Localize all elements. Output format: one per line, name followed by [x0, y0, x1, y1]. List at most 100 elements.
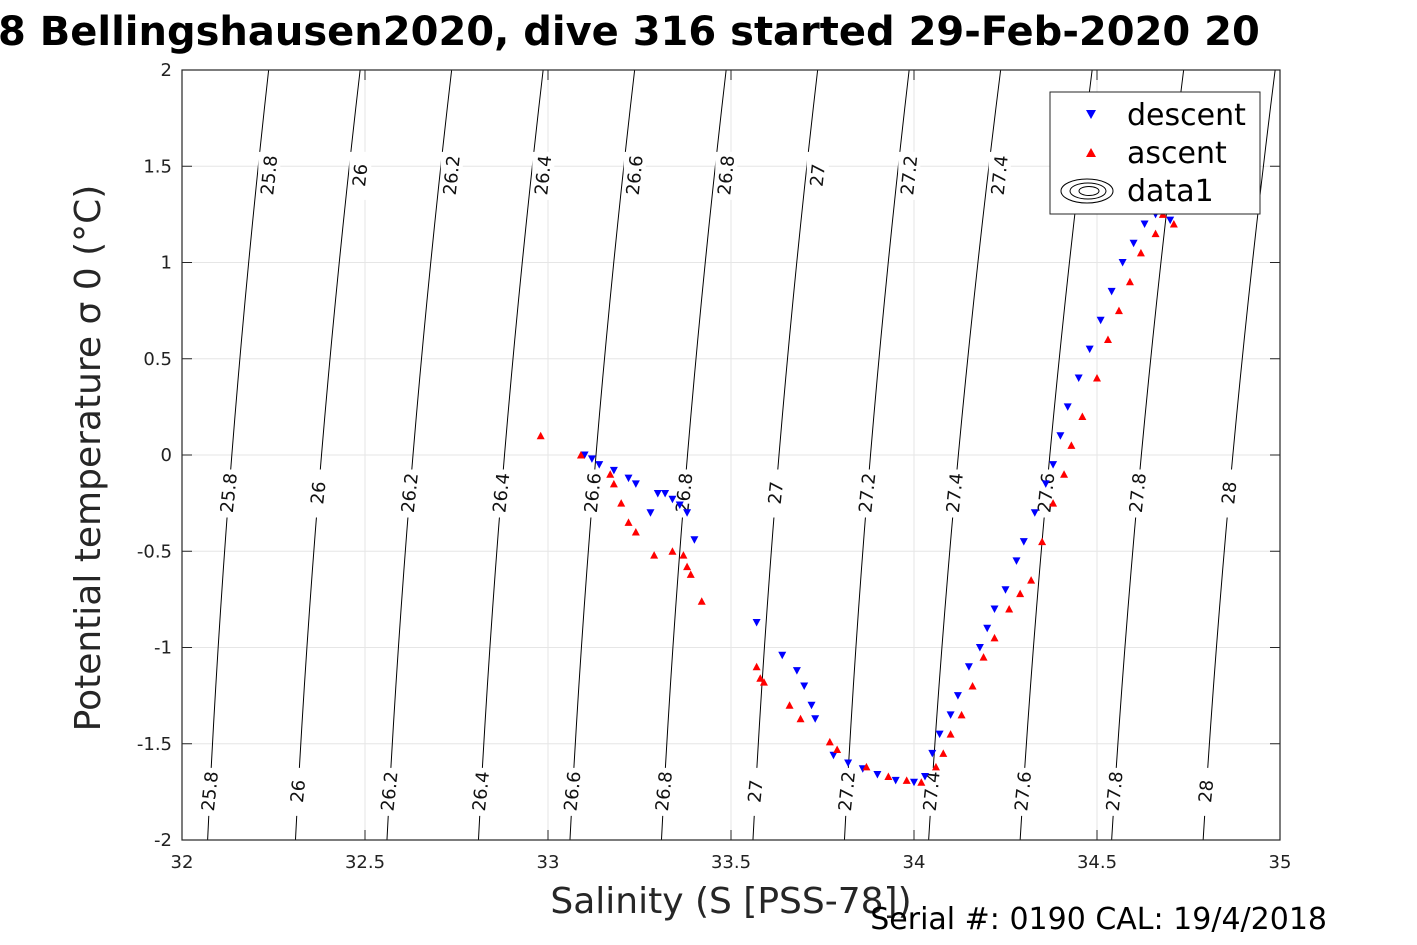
- isopycnal-line: [386, 69, 453, 841]
- ascent-point: [686, 570, 695, 578]
- contour-label-bg: [440, 151, 463, 200]
- contour-label: 26.8: [714, 154, 739, 196]
- contour-label: 27.4: [988, 154, 1013, 196]
- ascent-point: [1038, 537, 1047, 546]
- x-tick-label: 32: [171, 852, 194, 873]
- descent-point: [807, 701, 816, 710]
- ascent-point: [1078, 412, 1087, 420]
- contour-label: 27.2: [897, 154, 922, 196]
- contour-label-bg: [988, 151, 1011, 200]
- descent-point: [580, 451, 589, 459]
- descent-point: [1129, 239, 1138, 248]
- contour-label: 27.4: [943, 472, 968, 514]
- descent-point: [646, 509, 655, 517]
- y-tick-label: -0.5: [137, 541, 172, 562]
- ascent-point: [1027, 576, 1036, 584]
- ascent-point: [946, 730, 955, 738]
- contour-label-bg: [1103, 767, 1126, 816]
- contour-label-bg: [378, 767, 401, 816]
- ascent-point: [759, 678, 768, 686]
- ascent-point: [917, 778, 926, 786]
- descent-point: [653, 490, 662, 498]
- contour-label: 27.8: [1103, 770, 1128, 812]
- descent-point: [1074, 374, 1083, 382]
- descent-point: [873, 771, 882, 779]
- ascent-point: [576, 451, 585, 459]
- descent-point: [1001, 586, 1010, 594]
- ascent-point: [1151, 229, 1160, 238]
- contour-label-bg: [764, 469, 787, 518]
- x-tick-label: 33.5: [711, 852, 751, 873]
- contour-label-bg: [836, 767, 859, 816]
- legend-ascent: ascent: [1127, 136, 1227, 171]
- ascent-point: [902, 776, 911, 784]
- ascent-point: [833, 745, 842, 754]
- ascent-marker-icon: [1086, 148, 1096, 157]
- descent-point: [946, 711, 955, 719]
- contour-label: 26: [349, 163, 372, 188]
- contour-label: 25.8: [198, 770, 223, 812]
- descent-point: [1096, 316, 1105, 325]
- ascent-point: [624, 518, 633, 526]
- y-axis-title: Potential temperature σ 0 (°C): [68, 185, 109, 732]
- x-axis-title: Salinity (S [PSS-78]): [550, 881, 911, 922]
- contour-label: 26.2: [398, 472, 423, 514]
- descent-point: [778, 651, 787, 660]
- contour-label: 28: [1195, 779, 1218, 804]
- isopycnal-line: [752, 69, 819, 841]
- legend-descent: descent: [1127, 98, 1246, 133]
- descent-point: [953, 692, 962, 700]
- contour-label: 27.2: [855, 472, 880, 514]
- contour-label: 26: [307, 480, 330, 505]
- x-tick-label: 35: [1269, 852, 1292, 873]
- descent-point: [1166, 216, 1175, 225]
- isopycnal-line: [477, 69, 544, 841]
- isopycnal-line: [660, 69, 727, 841]
- contour-label-bg: [715, 151, 738, 200]
- descent-point: [920, 772, 929, 781]
- ascent-point: [752, 662, 761, 671]
- contour-label: 26: [287, 779, 310, 804]
- contour-label: 26.4: [531, 154, 556, 196]
- ascent-point: [990, 633, 999, 642]
- y-tick-label: 2: [161, 60, 172, 81]
- contour-label: 26.2: [440, 154, 465, 196]
- descent-point: [964, 663, 973, 671]
- descent-point: [631, 480, 640, 488]
- legend-data1: data1: [1127, 174, 1214, 209]
- descent-point: [1118, 259, 1127, 267]
- y-tick-label: 0: [161, 445, 172, 466]
- contour-label: 25.8: [217, 472, 242, 514]
- y-tick-label: -2: [154, 830, 172, 851]
- contour-label: 26.8: [672, 472, 697, 514]
- ascent-point: [631, 528, 640, 536]
- contour-label-bg: [561, 767, 584, 816]
- descent-point: [690, 536, 699, 544]
- descent-point: [983, 624, 992, 633]
- legend: descent ascent data1: [1049, 91, 1261, 215]
- isopycnal-line: [207, 69, 270, 841]
- ascent-point: [785, 701, 794, 709]
- contour-label: 26.8: [652, 770, 677, 812]
- descent-point: [844, 759, 853, 767]
- ascent-point: [697, 597, 706, 605]
- descent-point: [661, 490, 670, 498]
- ascent-point: [1049, 499, 1058, 507]
- ascent-point: [1169, 220, 1178, 228]
- descent-point: [752, 618, 761, 627]
- contour-label-bg: [920, 767, 943, 816]
- contour-label: 27: [807, 163, 830, 188]
- isopycnal-line: [294, 69, 361, 841]
- serial-calibration-footer: Serial #: 0190 CAL: 19/4/2018: [870, 902, 1327, 937]
- contour-label-bg: [490, 469, 513, 518]
- descent-point: [928, 749, 937, 758]
- descent-point: [668, 495, 677, 504]
- y-tick-label: 1: [161, 253, 172, 274]
- ascent-point: [668, 547, 677, 555]
- descent-point: [1030, 509, 1039, 517]
- ascent-point: [939, 749, 948, 757]
- contour-label: 26.2: [378, 770, 403, 812]
- ascent-point: [884, 772, 893, 780]
- ascent-point: [1005, 605, 1014, 613]
